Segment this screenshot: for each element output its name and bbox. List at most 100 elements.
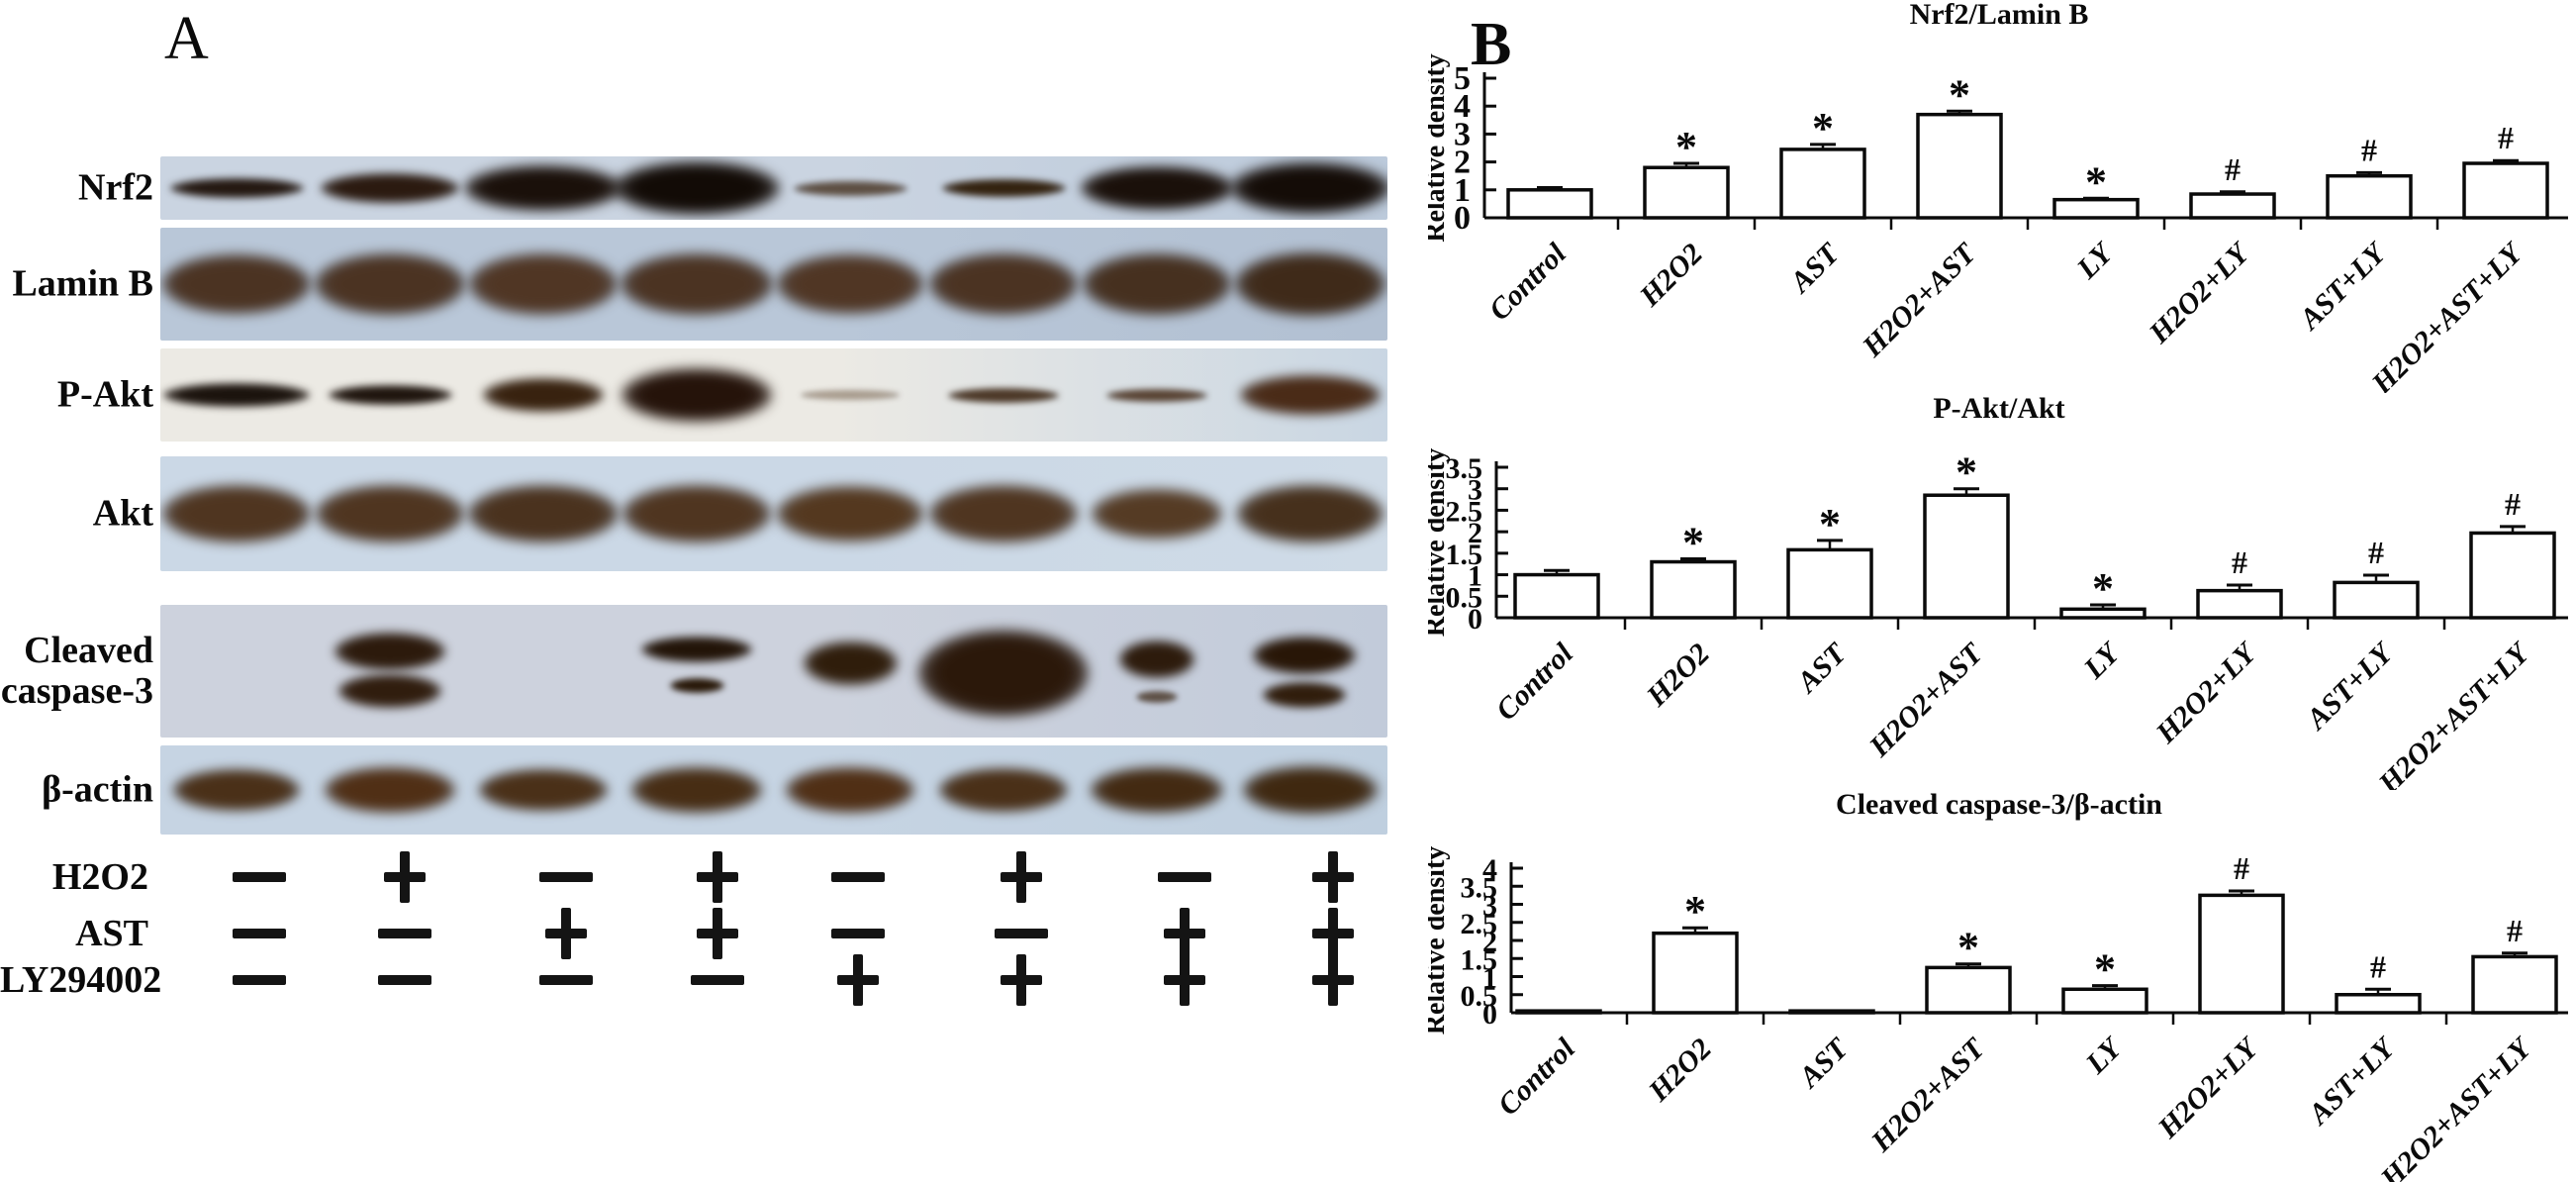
bar-H2O2+AST — [1923, 493, 2010, 620]
significance-marker: * — [1949, 70, 1970, 119]
y-axis-label: Relative density — [1428, 53, 1451, 243]
blot-row-label-pakt: P-Akt — [56, 373, 153, 416]
blot-band — [1263, 682, 1346, 708]
blot-strip-akt — [160, 456, 1387, 571]
sign-horizontal-bar — [691, 975, 744, 985]
blot-band — [941, 179, 1066, 197]
treatment-sign-plus — [1164, 954, 1205, 1006]
bar-Control — [1513, 572, 1600, 620]
blot-band — [1240, 375, 1381, 415]
chart-title: Nrf2/Lamin B — [1910, 0, 2089, 31]
blot-row-label-casp3: Cleaved caspase-3 — [0, 629, 153, 712]
treatment-sign-minus — [1158, 854, 1211, 900]
chart-title: Cleaved caspase-3/β-actin — [1836, 790, 2162, 821]
blot-band — [325, 767, 455, 813]
bar-H2O2+LY — [2196, 588, 2283, 620]
sign-vertical-bar — [853, 954, 863, 1006]
x-category-label: Control — [1482, 237, 1573, 327]
y-tick-label: 1.5 — [1446, 539, 1483, 571]
blot-band — [1243, 766, 1378, 814]
x-category-label: AST+LY — [2299, 636, 2401, 738]
bar-H2O2 — [1643, 165, 1730, 220]
blot-band — [1136, 691, 1178, 703]
significance-marker: * — [1812, 104, 1834, 152]
y-tick-label: 3.5 — [1446, 452, 1483, 485]
significance-marker: * — [1682, 519, 1704, 567]
blot-band — [483, 378, 604, 412]
bar-Control — [1515, 1009, 1602, 1015]
treatment-sign-plus — [837, 954, 879, 1006]
bar-AST — [1779, 148, 1866, 220]
bar-chart-3: Cleaved caspase-3/β-actin Relative densit… — [1428, 790, 2568, 1182]
y-tick-label: 0 — [1454, 200, 1471, 237]
blot-band — [1106, 388, 1207, 402]
significance-marker: * — [1819, 500, 1841, 548]
blot-band — [929, 253, 1078, 315]
blot-band — [948, 387, 1059, 403]
x-category-label: H2O2 — [1633, 238, 1709, 314]
blot-band — [622, 485, 771, 542]
sign-vertical-bar — [1016, 851, 1026, 903]
x-category-label: LY — [2079, 1031, 2130, 1081]
treatment-sign-minus — [233, 911, 286, 956]
blot-strip-nrf2 — [160, 156, 1387, 220]
panel-b-label: B — [1471, 11, 1512, 78]
blot-band — [162, 254, 311, 314]
blot-row-label-bactin: β-actin — [42, 768, 153, 811]
y-tick-label: 1 — [1454, 172, 1471, 209]
blot-band — [777, 254, 923, 314]
bar-H2O2+AST+LY — [2462, 161, 2549, 220]
significance-marker: * — [2085, 157, 2107, 206]
blot-band — [338, 674, 441, 708]
blot-band — [1119, 640, 1194, 678]
blot-strip-laminb — [160, 228, 1387, 341]
treatment-row-label-h2o2: H2O2 — [51, 856, 148, 898]
x-category-label: AST+LY — [2301, 1031, 2403, 1133]
blot-band — [918, 630, 1089, 717]
x-category-label: H2O2+AST — [1856, 236, 1983, 363]
y-axis-label: Relative density — [1428, 846, 1451, 1035]
y-tick-label: 3 — [1468, 474, 1482, 507]
x-category-label: AST — [1789, 636, 1854, 700]
y-tick-label: 2 — [1468, 517, 1482, 549]
sign-horizontal-bar — [539, 975, 593, 985]
treatment-sign-minus — [691, 957, 744, 1003]
bar-Control — [1506, 188, 1593, 220]
significance-marker: # — [2370, 948, 2386, 984]
treatment-sign-plus — [384, 851, 426, 903]
blot-band — [621, 368, 772, 422]
x-category-label: AST+LY — [2292, 236, 2394, 338]
significance-marker: * — [1957, 924, 1979, 972]
significance-marker: * — [1684, 887, 1706, 936]
blot-band — [786, 767, 914, 813]
bar-H2O2 — [1652, 931, 1739, 1015]
y-tick-label: 1 — [1482, 962, 1497, 995]
blot-band — [316, 485, 464, 542]
y-tick-label: 3.5 — [1461, 871, 1498, 904]
blot-band — [1237, 485, 1383, 542]
y-tick-label: 4 — [1454, 88, 1471, 125]
sign-horizontal-bar — [233, 975, 286, 985]
sign-horizontal-bar — [831, 872, 885, 882]
blot-band — [620, 253, 773, 315]
bar-H2O2+AST+LY — [2471, 954, 2558, 1015]
treatment-sign-plus — [697, 851, 738, 903]
sign-vertical-bar — [1180, 954, 1190, 1006]
significance-marker: * — [2092, 564, 2114, 613]
sign-horizontal-bar — [233, 872, 286, 882]
blot-band — [1230, 162, 1387, 214]
blot-band — [1253, 637, 1356, 674]
sign-vertical-bar — [713, 908, 722, 959]
blot-row-label-laminb: Lamin B — [12, 262, 153, 305]
y-tick-label: 5 — [1454, 60, 1471, 97]
blot-band — [777, 486, 923, 542]
significance-marker: # — [2225, 151, 2241, 187]
bar-chart-2: P-Akt/Akt Relative density 00.511.522.533.… — [1428, 394, 2568, 790]
bar-AST — [1788, 1009, 1875, 1015]
blot-band — [162, 485, 311, 542]
bar-H2O2+AST — [1916, 112, 2003, 220]
chart-title: P-Akt/Akt — [1933, 394, 2064, 425]
sign-vertical-bar — [1016, 954, 1026, 1006]
blot-band — [641, 637, 752, 662]
